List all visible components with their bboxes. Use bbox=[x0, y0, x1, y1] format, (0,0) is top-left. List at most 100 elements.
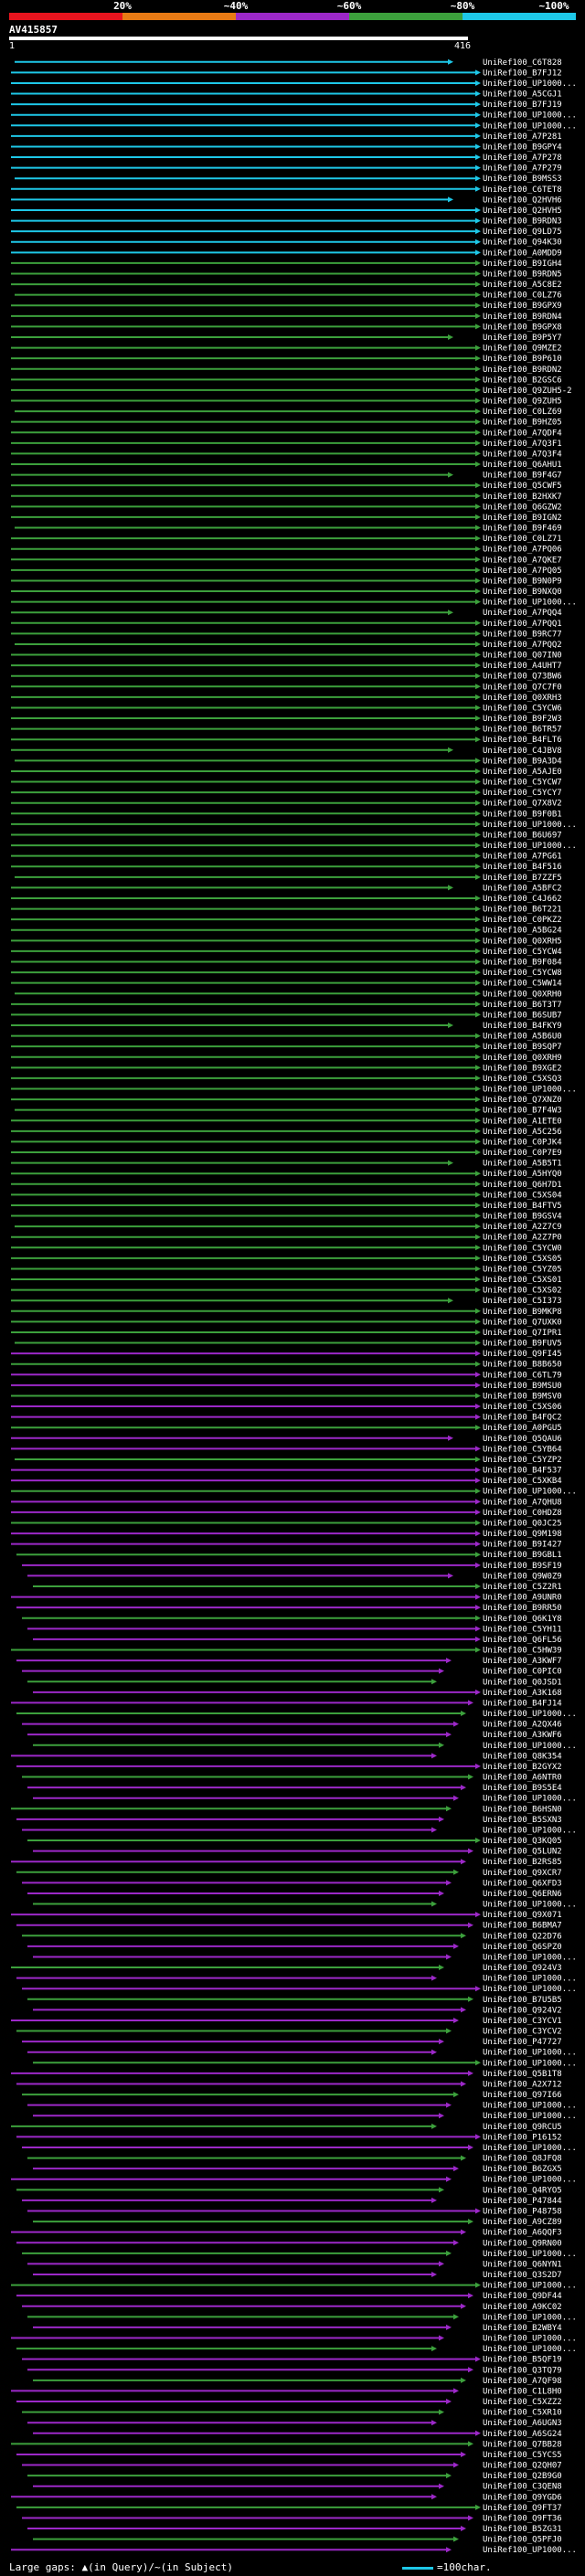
hit-id-label[interactable]: UniRef100_B6ZGX5 bbox=[483, 2165, 562, 2174]
hit-id-label[interactable]: UniRef100_B7FJ19 bbox=[483, 101, 562, 110]
hit-id-label[interactable]: UniRef100_UP1000... bbox=[483, 2059, 577, 2068]
hit-id-label[interactable]: UniRef100_Q0XRH5 bbox=[483, 937, 562, 946]
hit-id-label[interactable]: UniRef100_B2HXK7 bbox=[483, 493, 562, 502]
hit-id-label[interactable]: UniRef100_A7PQ06 bbox=[483, 546, 562, 555]
hit-id-label[interactable]: UniRef100_C6TL79 bbox=[483, 1371, 562, 1380]
hit-id-label[interactable]: UniRef100_Q9FI45 bbox=[483, 1350, 562, 1359]
hit-id-label[interactable]: UniRef100_B9F084 bbox=[483, 958, 562, 967]
hit-id-label[interactable]: UniRef100_UP1000... bbox=[483, 1826, 577, 1835]
hit-id-label[interactable]: UniRef100_A2X712 bbox=[483, 2080, 562, 2089]
hit-id-label[interactable]: UniRef100_Q6H7D1 bbox=[483, 1181, 562, 1190]
hit-id-label[interactable]: UniRef100_B6T221 bbox=[483, 906, 562, 915]
hit-id-label[interactable]: UniRef100_A9UNR0 bbox=[483, 1594, 562, 1603]
hit-id-label[interactable]: UniRef100_B9P610 bbox=[483, 355, 562, 364]
hit-id-label[interactable]: UniRef100_UP1000... bbox=[483, 1901, 577, 1910]
hit-id-label[interactable]: UniRef100_Q97I66 bbox=[483, 2091, 562, 2100]
hit-id-label[interactable]: UniRef100_A5CGJ1 bbox=[483, 90, 562, 100]
hit-id-label[interactable]: UniRef100_Q5QAU6 bbox=[483, 1435, 562, 1444]
hit-id-label[interactable]: UniRef100_UP1000... bbox=[483, 111, 577, 121]
hit-id-label[interactable]: UniRef100_C0LZ69 bbox=[483, 408, 562, 417]
hit-id-label[interactable]: UniRef100_A3KWF6 bbox=[483, 1731, 562, 1740]
hit-id-label[interactable]: UniRef100_B6SUB7 bbox=[483, 1011, 562, 1020]
hit-id-label[interactable]: UniRef100_UP1000... bbox=[483, 2345, 577, 2354]
hit-id-label[interactable]: UniRef100_B9F4G7 bbox=[483, 472, 562, 481]
hit-id-label[interactable]: UniRef100_B9RR50 bbox=[483, 1604, 562, 1613]
hit-id-label[interactable]: UniRef100_B9F0B1 bbox=[483, 810, 562, 819]
hit-id-label[interactable]: UniRef100_Q924V3 bbox=[483, 1964, 562, 1973]
hit-id-label[interactable]: UniRef100_B7U5B5 bbox=[483, 1996, 562, 2005]
hit-id-label[interactable]: UniRef100_A2Z7P0 bbox=[483, 1234, 562, 1243]
hit-id-label[interactable]: UniRef100_UP1000... bbox=[483, 821, 577, 830]
hit-id-label[interactable]: UniRef100_Q0XRH3 bbox=[483, 694, 562, 703]
hit-id-label[interactable]: UniRef100_B9F469 bbox=[483, 525, 562, 534]
hit-id-label[interactable]: UniRef100_B9SQP7 bbox=[483, 1043, 562, 1052]
hit-id-label[interactable]: UniRef100_B9N0P9 bbox=[483, 577, 562, 586]
hit-id-label[interactable]: UniRef100_Q9FT37 bbox=[483, 2504, 562, 2513]
hit-id-label[interactable]: UniRef100_UP1000... bbox=[483, 2546, 577, 2555]
hit-id-label[interactable]: UniRef100_B9HZ05 bbox=[483, 419, 562, 428]
hit-id-label[interactable]: UniRef100_Q9ZUH5-2 bbox=[483, 387, 572, 396]
hit-id-label[interactable]: UniRef100_C5HW39 bbox=[483, 1647, 562, 1656]
hit-id-label[interactable]: UniRef100_UP1000... bbox=[483, 2282, 577, 2291]
hit-id-label[interactable]: UniRef100_B5QF19 bbox=[483, 2356, 562, 2365]
hit-id-label[interactable]: UniRef100_A5BFC2 bbox=[483, 884, 562, 893]
hit-id-label[interactable]: UniRef100_B7ZZF5 bbox=[483, 874, 562, 883]
hit-id-label[interactable]: UniRef100_A5BG24 bbox=[483, 927, 562, 936]
hit-id-label[interactable]: UniRef100_B9MKP8 bbox=[483, 1308, 562, 1317]
hit-id-label[interactable]: UniRef100_B9FUV5 bbox=[483, 1340, 562, 1349]
hit-id-label[interactable]: UniRef100_C5XZZ2 bbox=[483, 2398, 562, 2407]
hit-id-label[interactable]: UniRef100_Q3TQ79 bbox=[483, 2366, 562, 2375]
hit-id-label[interactable]: UniRef100_Q9ZUH5 bbox=[483, 398, 562, 407]
hit-id-label[interactable]: UniRef100_C5XSQ3 bbox=[483, 1075, 562, 1084]
hit-id-label[interactable]: UniRef100_A7QKE7 bbox=[483, 556, 562, 565]
hit-id-label[interactable]: UniRef100_UP1000... bbox=[483, 1985, 577, 1994]
hit-id-label[interactable]: UniRef100_B9I427 bbox=[483, 1541, 562, 1550]
hit-id-label[interactable]: UniRef100_A7PQQ1 bbox=[483, 620, 562, 629]
hit-id-label[interactable]: UniRef100_UP1000... bbox=[483, 2250, 577, 2259]
hit-id-label[interactable]: UniRef100_B2WBY4 bbox=[483, 2324, 562, 2333]
hit-id-label[interactable]: UniRef100_A7PG61 bbox=[483, 853, 562, 862]
hit-id-label[interactable]: UniRef100_B6HSN0 bbox=[483, 1805, 562, 1814]
hit-id-label[interactable]: UniRef100_B2RS85 bbox=[483, 1858, 562, 1867]
hit-id-label[interactable]: UniRef100_A6NTR0 bbox=[483, 1774, 562, 1783]
hit-id-label[interactable]: UniRef100_B9RDN5 bbox=[483, 270, 562, 279]
hit-id-label[interactable]: UniRef100_Q9X071 bbox=[483, 1911, 562, 1920]
hit-id-label[interactable]: UniRef100_Q6SPZ0 bbox=[483, 1943, 562, 1952]
hit-id-label[interactable]: UniRef100_A7QHU8 bbox=[483, 1498, 562, 1507]
hit-id-label[interactable]: UniRef100_Q0JSD1 bbox=[483, 1678, 562, 1687]
hit-id-label[interactable]: UniRef100_B9RC77 bbox=[483, 630, 562, 639]
hit-id-label[interactable]: UniRef100_B4FTV5 bbox=[483, 1202, 562, 1211]
hit-id-label[interactable]: UniRef100_C0HDZ8 bbox=[483, 1509, 562, 1518]
hit-id-label[interactable]: UniRef100_B4F537 bbox=[483, 1467, 562, 1476]
hit-id-label[interactable]: UniRef100_Q6K1Y8 bbox=[483, 1615, 562, 1624]
hit-id-label[interactable]: UniRef100_B7FJ12 bbox=[483, 69, 562, 78]
hit-id-label[interactable]: UniRef100_C4JBV8 bbox=[483, 747, 562, 756]
hit-id-label[interactable]: UniRef100_UP1000... bbox=[483, 2176, 577, 2185]
hit-id-label[interactable]: UniRef100_C5XS06 bbox=[483, 1403, 562, 1412]
hit-id-label[interactable]: UniRef100_B9GBL1 bbox=[483, 1551, 562, 1560]
hit-id-label[interactable]: UniRef100_Q7XNZ0 bbox=[483, 1096, 562, 1105]
hit-id-label[interactable]: UniRef100_B4FJ14 bbox=[483, 1699, 562, 1708]
hit-id-label[interactable]: UniRef100_UP1000... bbox=[483, 1742, 577, 1751]
hit-id-label[interactable]: UniRef100_P16152 bbox=[483, 2133, 562, 2142]
hit-id-label[interactable]: UniRef100_UP1000... bbox=[483, 122, 577, 131]
hit-id-label[interactable]: UniRef100_C5YH11 bbox=[483, 1625, 562, 1634]
hit-id-label[interactable]: UniRef100_C3YCV2 bbox=[483, 2028, 562, 2037]
hit-id-label[interactable]: UniRef100_B8B650 bbox=[483, 1361, 562, 1370]
hit-id-label[interactable]: UniRef100_C1L8H0 bbox=[483, 2387, 562, 2396]
hit-id-label[interactable]: UniRef100_C3YCV1 bbox=[483, 2017, 562, 2026]
hit-id-label[interactable]: UniRef100_A5B6U0 bbox=[483, 1033, 562, 1042]
hit-id-label[interactable]: UniRef100_C0PIC0 bbox=[483, 1668, 562, 1677]
hit-id-label[interactable]: UniRef100_A7Q3F4 bbox=[483, 450, 562, 459]
hit-id-label[interactable]: UniRef100_UP1000... bbox=[483, 2313, 577, 2322]
hit-id-label[interactable]: UniRef100_B9SF19 bbox=[483, 1562, 562, 1571]
hit-id-label[interactable]: UniRef100_A7PQQ2 bbox=[483, 641, 562, 650]
hit-id-label[interactable]: UniRef100_A7P278 bbox=[483, 154, 562, 163]
hit-id-label[interactable]: UniRef100_P47727 bbox=[483, 2038, 562, 2047]
hit-id-label[interactable]: UniRef100_B9MSV0 bbox=[483, 1392, 562, 1401]
hit-id-label[interactable]: UniRef100_B4FQC2 bbox=[483, 1414, 562, 1423]
hit-id-label[interactable]: UniRef100_Q924V2 bbox=[483, 2006, 562, 2015]
hit-id-label[interactable]: UniRef100_A1ETE0 bbox=[483, 1117, 562, 1126]
hit-id-label[interactable]: UniRef100_C0PJK4 bbox=[483, 1138, 562, 1147]
hit-id-label[interactable]: UniRef100_Q7IPR1 bbox=[483, 1329, 562, 1338]
